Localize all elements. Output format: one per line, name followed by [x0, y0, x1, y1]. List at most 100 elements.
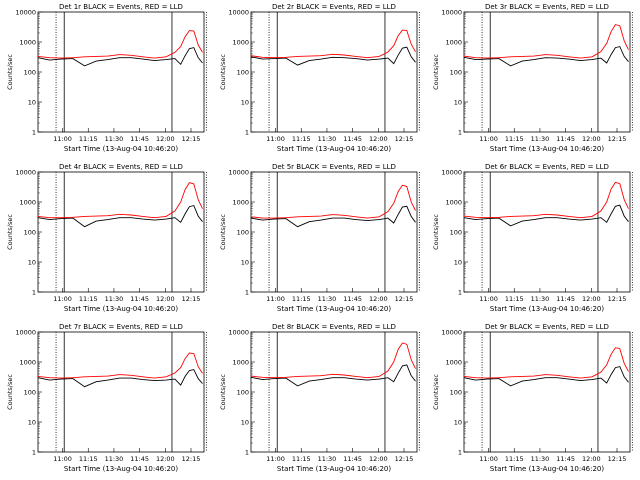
panel-det-8r: Det 8r BLACK = Events, RED = LLD 1 10 100 10… [219, 323, 420, 473]
plot-frame [250, 331, 418, 453]
y-tick-label: 1000 [445, 199, 462, 207]
chart-title: Det 6r BLACK = Events, RED = LLD [485, 163, 609, 171]
x-tick-label: 12:15 [182, 455, 201, 463]
series-line-events [37, 205, 203, 228]
plot-frame [250, 11, 418, 133]
y-tick-label: 100 [24, 389, 36, 397]
x-tick-label: 11:30 [318, 455, 337, 463]
x-tick-label: 11:45 [556, 455, 575, 463]
y-tick-label: 1000 [19, 39, 36, 47]
x-tick-label: 11:15 [292, 135, 311, 143]
y-tick-label: 10 [241, 99, 249, 107]
x-tick-label: 12:00 [156, 135, 175, 143]
x-tick-label: 11:00 [53, 135, 72, 143]
y-tick-label: 10 [454, 99, 462, 107]
series-line-lld [463, 181, 629, 219]
series-line-lld [37, 352, 203, 379]
x-tick-label: 11:00 [266, 295, 285, 303]
x-tick-label: 11:00 [53, 295, 72, 303]
y-tick-label: 100 [450, 69, 462, 77]
x-tick-label: 12:00 [582, 295, 601, 303]
y-axis-label: Counts/sec [432, 374, 440, 410]
y-axis-label: Counts/sec [219, 54, 227, 90]
x-axis-label: Start Time (13-Aug-04 10:46:20) [490, 145, 604, 153]
plot-frame [250, 171, 418, 293]
x-tick-label: 11:30 [531, 295, 550, 303]
x-tick-label: 11:45 [130, 295, 149, 303]
y-tick-label: 10000 [441, 329, 462, 337]
x-axis-label: Start Time (13-Aug-04 10:46:20) [64, 145, 178, 153]
x-axis-label: Start Time (13-Aug-04 10:46:20) [277, 305, 391, 313]
x-tick-label: 11:30 [105, 295, 124, 303]
y-tick-label: 1 [458, 289, 462, 297]
y-tick-label: 10 [241, 419, 249, 427]
x-tick-label: 11:15 [79, 455, 98, 463]
y-tick-label: 1 [32, 289, 36, 297]
y-tick-label: 10 [28, 259, 36, 267]
y-tick-label: 10000 [441, 9, 462, 17]
x-tick-label: 12:15 [395, 455, 414, 463]
series-line-events [250, 46, 416, 66]
y-tick-label: 1000 [232, 39, 249, 47]
y-axis-label: Counts/sec [219, 214, 227, 250]
x-tick-label: 12:00 [582, 455, 601, 463]
plot-frame [463, 11, 631, 133]
y-tick-label: 100 [237, 389, 249, 397]
plot-frame [37, 11, 205, 133]
x-axis-label: Start Time (13-Aug-04 10:46:20) [277, 465, 391, 473]
x-tick-label: 12:00 [156, 295, 175, 303]
x-tick-label: 12:00 [582, 135, 601, 143]
x-tick-label: 12:15 [182, 295, 201, 303]
y-tick-label: 1 [458, 129, 462, 137]
series-line-events [37, 47, 203, 67]
series-line-lld [463, 24, 629, 59]
y-tick-label: 1000 [19, 359, 36, 367]
x-tick-label: 11:30 [531, 135, 550, 143]
chart-title: Det 9r BLACK = Events, RED = LLD [485, 323, 609, 331]
y-axis-label: Counts/sec [6, 374, 14, 410]
series-line-lld [37, 182, 203, 219]
series-line-events [463, 366, 629, 387]
y-axis-label: Counts/sec [6, 214, 14, 250]
x-tick-label: 12:00 [369, 455, 388, 463]
y-axis-label: Counts/sec [219, 374, 227, 410]
x-tick-label: 11:00 [266, 135, 285, 143]
x-tick-label: 12:15 [182, 135, 201, 143]
chart-title: Det 3r BLACK = Events, RED = LLD [485, 3, 609, 11]
y-tick-label: 10 [454, 419, 462, 427]
series-line-lld [37, 30, 203, 59]
series-line-events [463, 46, 629, 67]
x-tick-label: 11:45 [343, 455, 362, 463]
y-tick-label: 10000 [15, 169, 36, 177]
x-tick-label: 11:30 [531, 455, 550, 463]
y-tick-label: 10000 [15, 329, 36, 337]
x-tick-label: 11:15 [292, 455, 311, 463]
y-tick-label: 10000 [228, 169, 249, 177]
x-tick-label: 12:15 [395, 295, 414, 303]
x-axis-label: Start Time (13-Aug-04 10:46:20) [490, 305, 604, 313]
series-line-events [37, 369, 203, 388]
x-tick-label: 11:15 [292, 295, 311, 303]
series-line-lld [463, 347, 629, 379]
y-tick-label: 100 [237, 69, 249, 77]
x-tick-label: 11:30 [105, 135, 124, 143]
x-tick-label: 11:45 [556, 135, 575, 143]
y-tick-label: 1 [458, 449, 462, 457]
y-tick-label: 100 [450, 389, 462, 397]
y-tick-label: 100 [237, 229, 249, 237]
panel-det-3r: Det 3r BLACK = Events, RED = LLD 1 10 100 10… [432, 3, 633, 153]
y-tick-label: 1 [32, 129, 36, 137]
x-tick-label: 11:15 [79, 295, 98, 303]
panel-det-4r: Det 4r BLACK = Events, RED = LLD 1 10 100 10… [6, 163, 207, 313]
panel-det-5r: Det 5r BLACK = Events, RED = LLD 1 10 100 10… [219, 163, 420, 313]
x-tick-label: 12:15 [395, 135, 414, 143]
y-tick-label: 1 [245, 129, 249, 137]
y-tick-label: 10 [28, 99, 36, 107]
x-tick-label: 11:00 [479, 135, 498, 143]
x-tick-label: 11:00 [479, 295, 498, 303]
y-tick-label: 1000 [445, 359, 462, 367]
y-tick-label: 1000 [232, 199, 249, 207]
x-tick-label: 11:45 [130, 455, 149, 463]
y-tick-label: 10000 [228, 329, 249, 337]
